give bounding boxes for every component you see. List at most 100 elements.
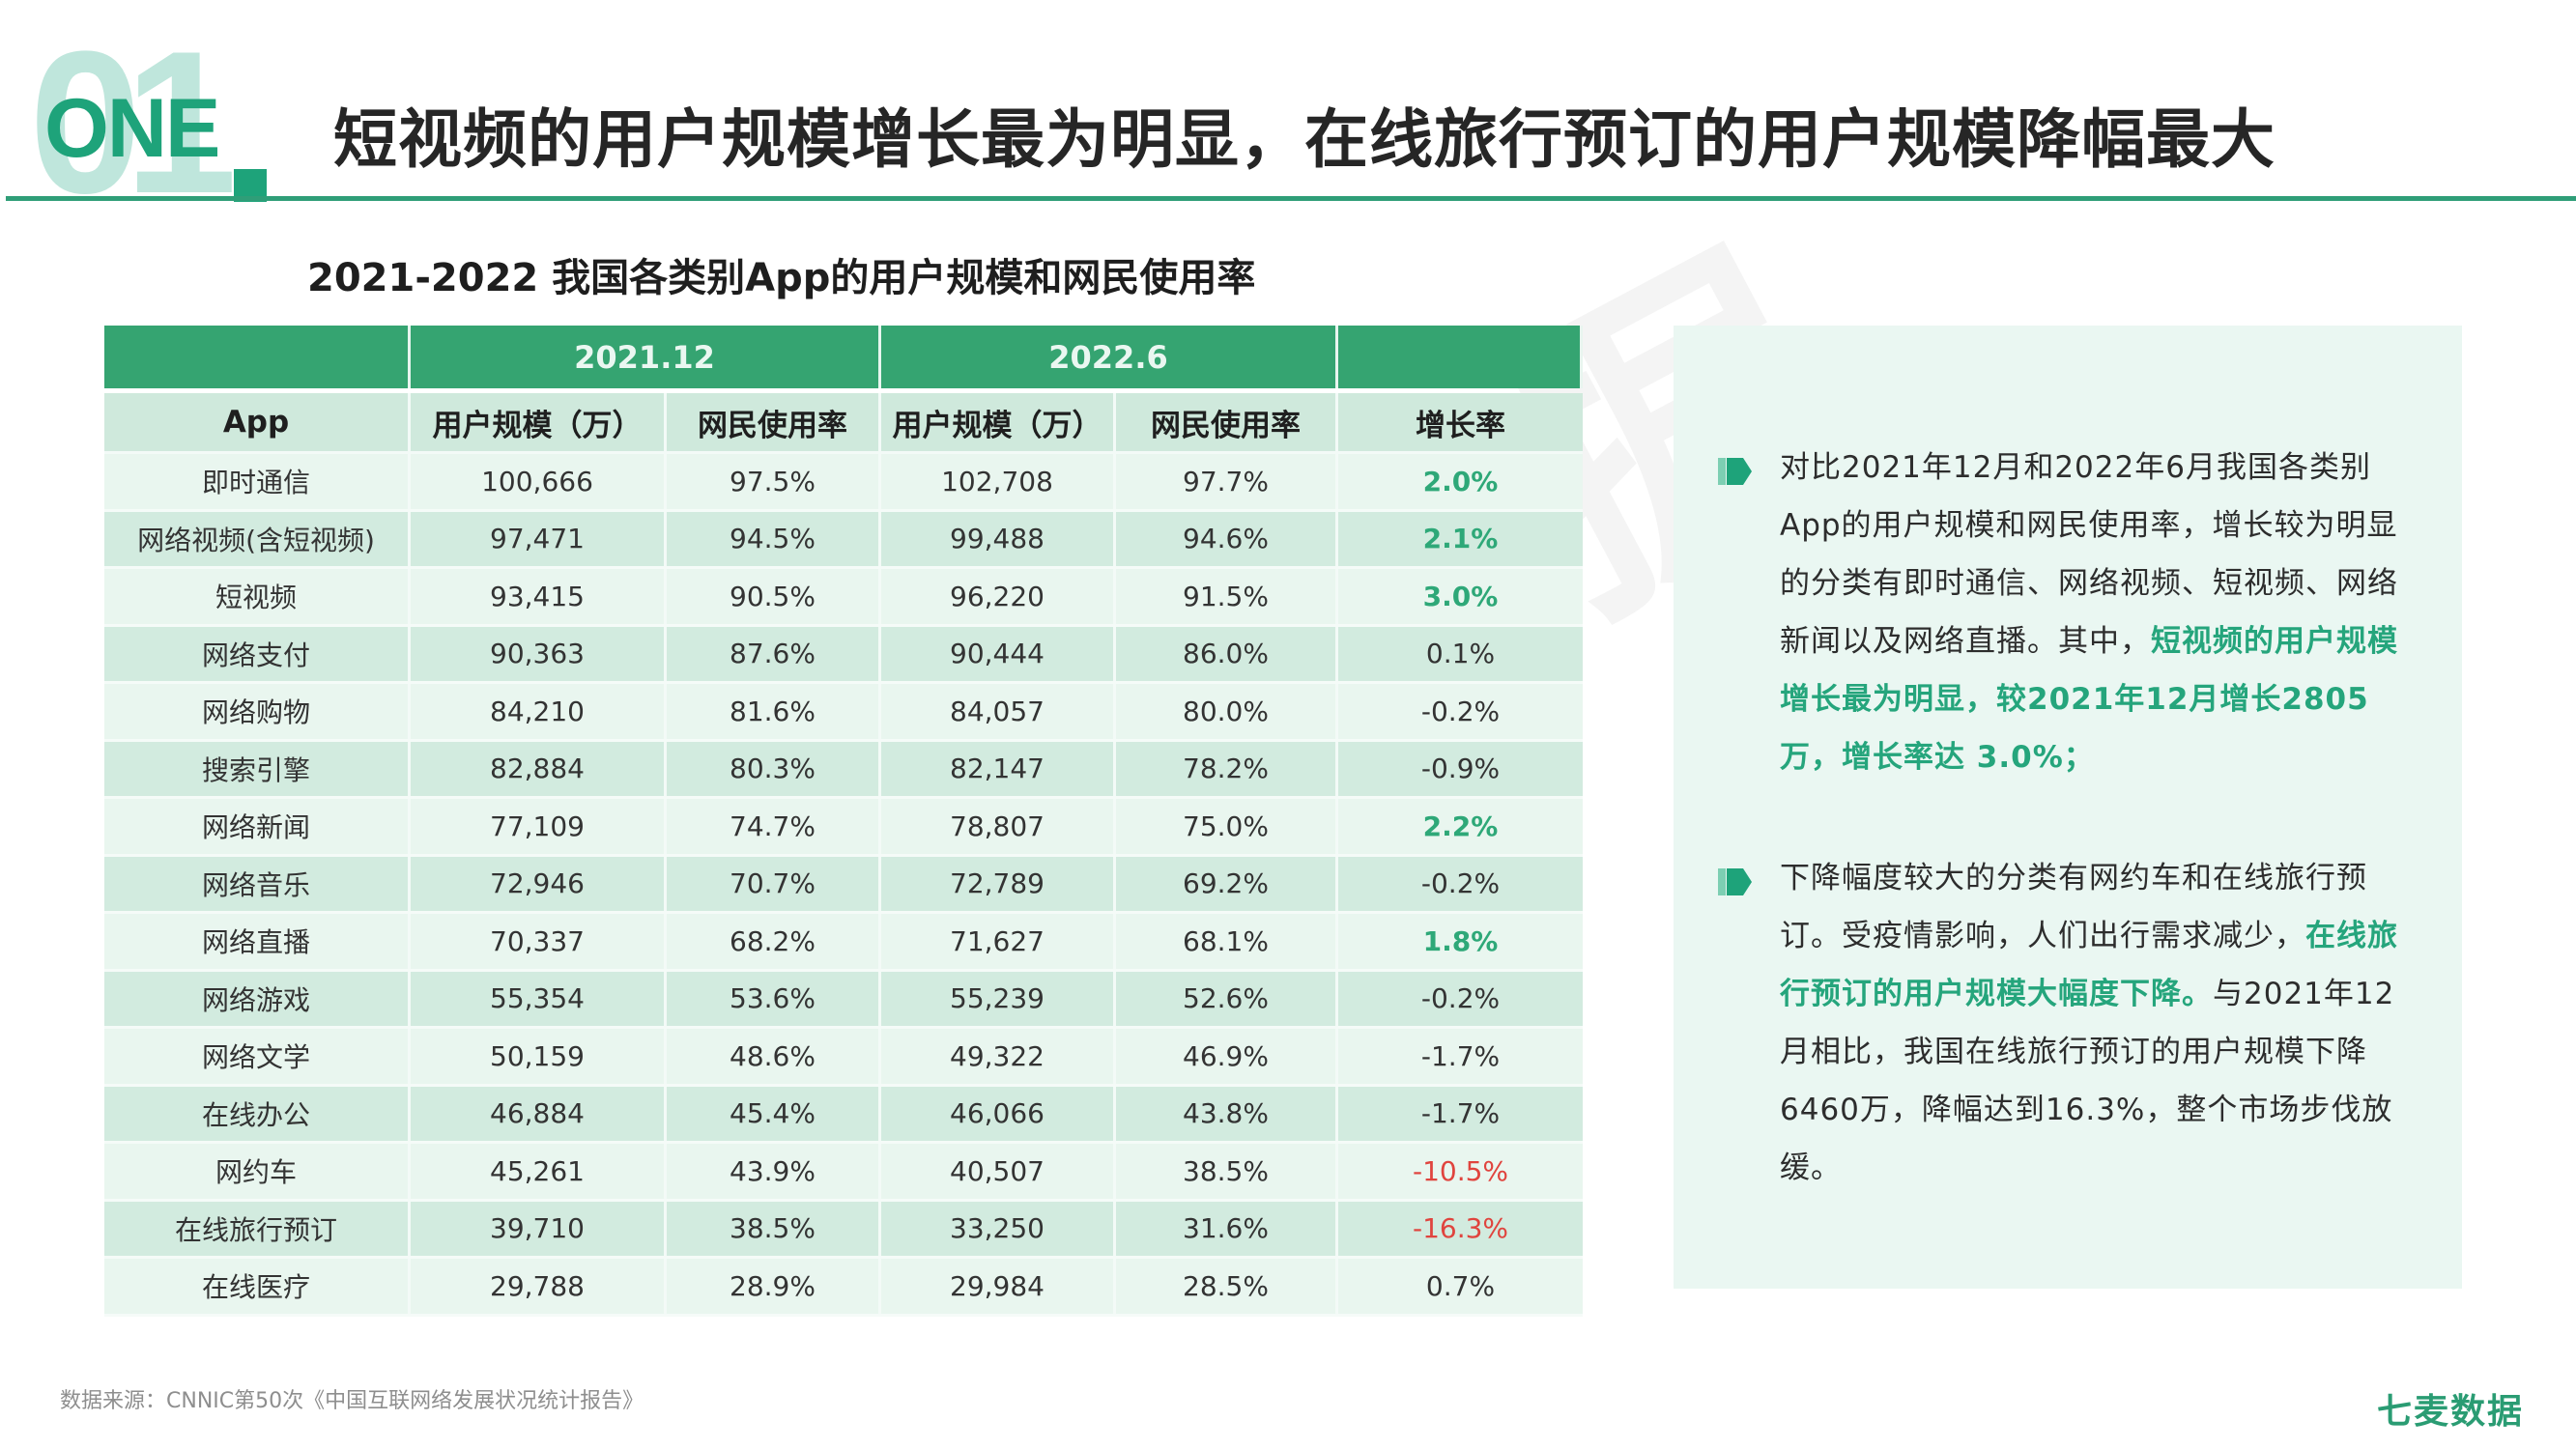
- cell-rate-2021: 43.9%: [667, 1144, 881, 1199]
- group-header-growth: [1338, 326, 1583, 388]
- table-row: 网络直播 70,337 68.2% 71,627 68.1% 1.8%: [104, 914, 1583, 972]
- cell-rate-2021: 45.4%: [667, 1086, 881, 1141]
- table-body: 即时通信 100,666 97.5% 102,708 97.7% 2.0% 网络视频(含短视…: [104, 454, 1583, 1317]
- cell-app: 搜索引擎: [104, 741, 411, 796]
- group-header-2022: 2022.6: [881, 326, 1338, 388]
- cell-rate-2021: 68.2%: [667, 914, 881, 969]
- cell-users-2021: 70,337: [411, 914, 667, 969]
- cell-users-2022: 99,488: [881, 511, 1116, 566]
- cell-app: 在线办公: [104, 1086, 411, 1141]
- cell-rate-2022: 94.6%: [1116, 511, 1338, 566]
- cell-app: 网络音乐: [104, 856, 411, 911]
- table-row: 网络文学 50,159 48.6% 49,322 46.9% -1.7%: [104, 1029, 1583, 1087]
- table-column-header: App 用户规模（万） 网民使用率 用户规模（万） 网民使用率 增长率: [104, 393, 1583, 454]
- cell-app: 网约车: [104, 1144, 411, 1199]
- cell-growth: 2.1%: [1422, 523, 1499, 555]
- col-header-rate-2022: 网民使用率: [1116, 393, 1338, 451]
- col-header-app: App: [104, 393, 411, 451]
- cell-users-2021: 82,884: [411, 741, 667, 796]
- cell-users-2021: 72,946: [411, 856, 667, 911]
- cell-users-2022: 55,239: [881, 971, 1116, 1026]
- cell-rate-2021: 48.6%: [667, 1029, 881, 1084]
- cell-users-2022: 46,066: [881, 1086, 1116, 1141]
- cell-rate-2021: 53.6%: [667, 971, 881, 1026]
- table-row: 在线办公 46,884 45.4% 46,066 43.8% -1.7%: [104, 1086, 1583, 1144]
- cell-app: 短视频: [104, 569, 411, 624]
- cell-users-2021: 46,884: [411, 1086, 667, 1141]
- insight-paragraph-1: 对比2021年12月和2022年6月我国各类别App的用户规模和网民使用率，增长…: [1780, 439, 2408, 786]
- cell-users-2022: 96,220: [881, 569, 1116, 624]
- cell-rate-2022: 38.5%: [1116, 1144, 1338, 1199]
- cell-rate-2022: 97.7%: [1116, 454, 1338, 509]
- table-title: 2021-2022 我国各类别App的用户规模和网民使用率: [307, 256, 1256, 300]
- col-header-users-2022: 用户规模（万）: [881, 393, 1116, 451]
- cell-app: 网络视频(含短视频): [104, 511, 411, 566]
- table-row: 网络新闻 77,109 74.7% 78,807 75.0% 2.2%: [104, 799, 1583, 857]
- cell-app: 网络直播: [104, 914, 411, 969]
- cell-rate-2022: 43.8%: [1116, 1086, 1338, 1141]
- cell-users-2021: 93,415: [411, 569, 667, 624]
- section-word-badge: ONE: [44, 82, 220, 175]
- cell-users-2022: 78,807: [881, 799, 1116, 854]
- cell-users-2021: 55,354: [411, 971, 667, 1026]
- cell-rate-2021: 38.5%: [667, 1201, 881, 1256]
- table-row: 即时通信 100,666 97.5% 102,708 97.7% 2.0%: [104, 454, 1583, 512]
- brand-logo-text: 七麦数据: [2377, 1392, 2525, 1432]
- cell-growth: 2.0%: [1422, 465, 1499, 497]
- paragraph-highlight: 短视频的用户规模增长最为明显，较2021年12月增长2805万，增长率达 3.0…: [1780, 624, 2398, 775]
- col-header-rate-2021: 网民使用率: [667, 393, 881, 451]
- insight-panel: 对比2021年12月和2022年6月我国各类别App的用户规模和网民使用率，增长…: [1674, 326, 2462, 1289]
- cell-rate-2021: 70.7%: [667, 856, 881, 911]
- cell-growth: -1.7%: [1420, 1039, 1501, 1072]
- title-divider: [6, 196, 2576, 201]
- cell-users-2021: 97,471: [411, 511, 667, 566]
- cell-users-2022: 40,507: [881, 1144, 1116, 1199]
- cell-rate-2021: 87.6%: [667, 626, 881, 681]
- cell-users-2022: 49,322: [881, 1029, 1116, 1084]
- cell-rate-2021: 90.5%: [667, 569, 881, 624]
- paragraph-text-after: 与2021年12月相比，我国在线旅行预订的用户规模下降6460万，降幅达到16.…: [1780, 977, 2395, 1185]
- arrow-tag-icon: [1718, 868, 1752, 895]
- cell-growth: -10.5%: [1412, 1154, 1509, 1187]
- cell-users-2021: 39,710: [411, 1201, 667, 1256]
- cell-users-2022: 71,627: [881, 914, 1116, 969]
- cell-app: 即时通信: [104, 454, 411, 509]
- cell-users-2021: 100,666: [411, 454, 667, 509]
- cell-users-2021: 45,261: [411, 1144, 667, 1199]
- cell-rate-2021: 81.6%: [667, 684, 881, 739]
- cell-rate-2022: 28.5%: [1116, 1259, 1338, 1314]
- table-group-header: 2021.12 2022.6: [104, 326, 1583, 388]
- paragraph-text: 对比2021年12月和2022年6月我国各类别App的用户规模和网民使用率，增长…: [1780, 450, 2398, 659]
- table-row: 网络视频(含短视频) 97,471 94.5% 99,488 94.6% 2.1%: [104, 511, 1583, 569]
- cell-users-2021: 90,363: [411, 626, 667, 681]
- cell-rate-2021: 94.5%: [667, 511, 881, 566]
- cell-users-2021: 77,109: [411, 799, 667, 854]
- cell-rate-2022: 75.0%: [1116, 799, 1338, 854]
- table-row: 搜索引擎 82,884 80.3% 82,147 78.2% -0.9%: [104, 741, 1583, 799]
- cell-users-2022: 72,789: [881, 856, 1116, 911]
- cell-rate-2022: 68.1%: [1116, 914, 1338, 969]
- cell-growth: -0.2%: [1420, 867, 1501, 900]
- table-row: 网络音乐 72,946 70.7% 72,789 69.2% -0.2%: [104, 856, 1583, 914]
- table-row: 网络购物 84,210 81.6% 84,057 80.0% -0.2%: [104, 684, 1583, 742]
- cell-users-2021: 29,788: [411, 1259, 667, 1314]
- arrow-tag-icon: [1718, 458, 1752, 485]
- cell-rate-2021: 97.5%: [667, 454, 881, 509]
- cell-growth: 0.7%: [1425, 1269, 1496, 1302]
- data-source-note: 数据来源：CNNIC第50次《中国互联网络发展状况统计报告》: [60, 1389, 644, 1413]
- cell-users-2022: 84,057: [881, 684, 1116, 739]
- table-row: 网约车 45,261 43.9% 40,507 38.5% -10.5%: [104, 1144, 1583, 1202]
- table-row: 网络游戏 55,354 53.6% 55,239 52.6% -0.2%: [104, 971, 1583, 1029]
- cell-growth: -0.2%: [1420, 695, 1501, 727]
- page-title: 短视频的用户规模增长最为明显，在线旅行预订的用户规模降幅最大: [333, 102, 2275, 177]
- cell-app: 网络购物: [104, 684, 411, 739]
- group-header-empty: [104, 326, 411, 388]
- section-number-badge: 01: [29, 9, 238, 236]
- app-user-table: 2021.12 2022.6 App 用户规模（万） 网民使用率 用户规模（万）…: [104, 326, 1583, 1317]
- cell-users-2022: 82,147: [881, 741, 1116, 796]
- cell-growth: 1.8%: [1422, 924, 1499, 957]
- cell-users-2022: 102,708: [881, 454, 1116, 509]
- cell-growth: -16.3%: [1412, 1212, 1509, 1245]
- col-header-growth: 增长率: [1416, 408, 1505, 443]
- cell-app: 网络游戏: [104, 971, 411, 1026]
